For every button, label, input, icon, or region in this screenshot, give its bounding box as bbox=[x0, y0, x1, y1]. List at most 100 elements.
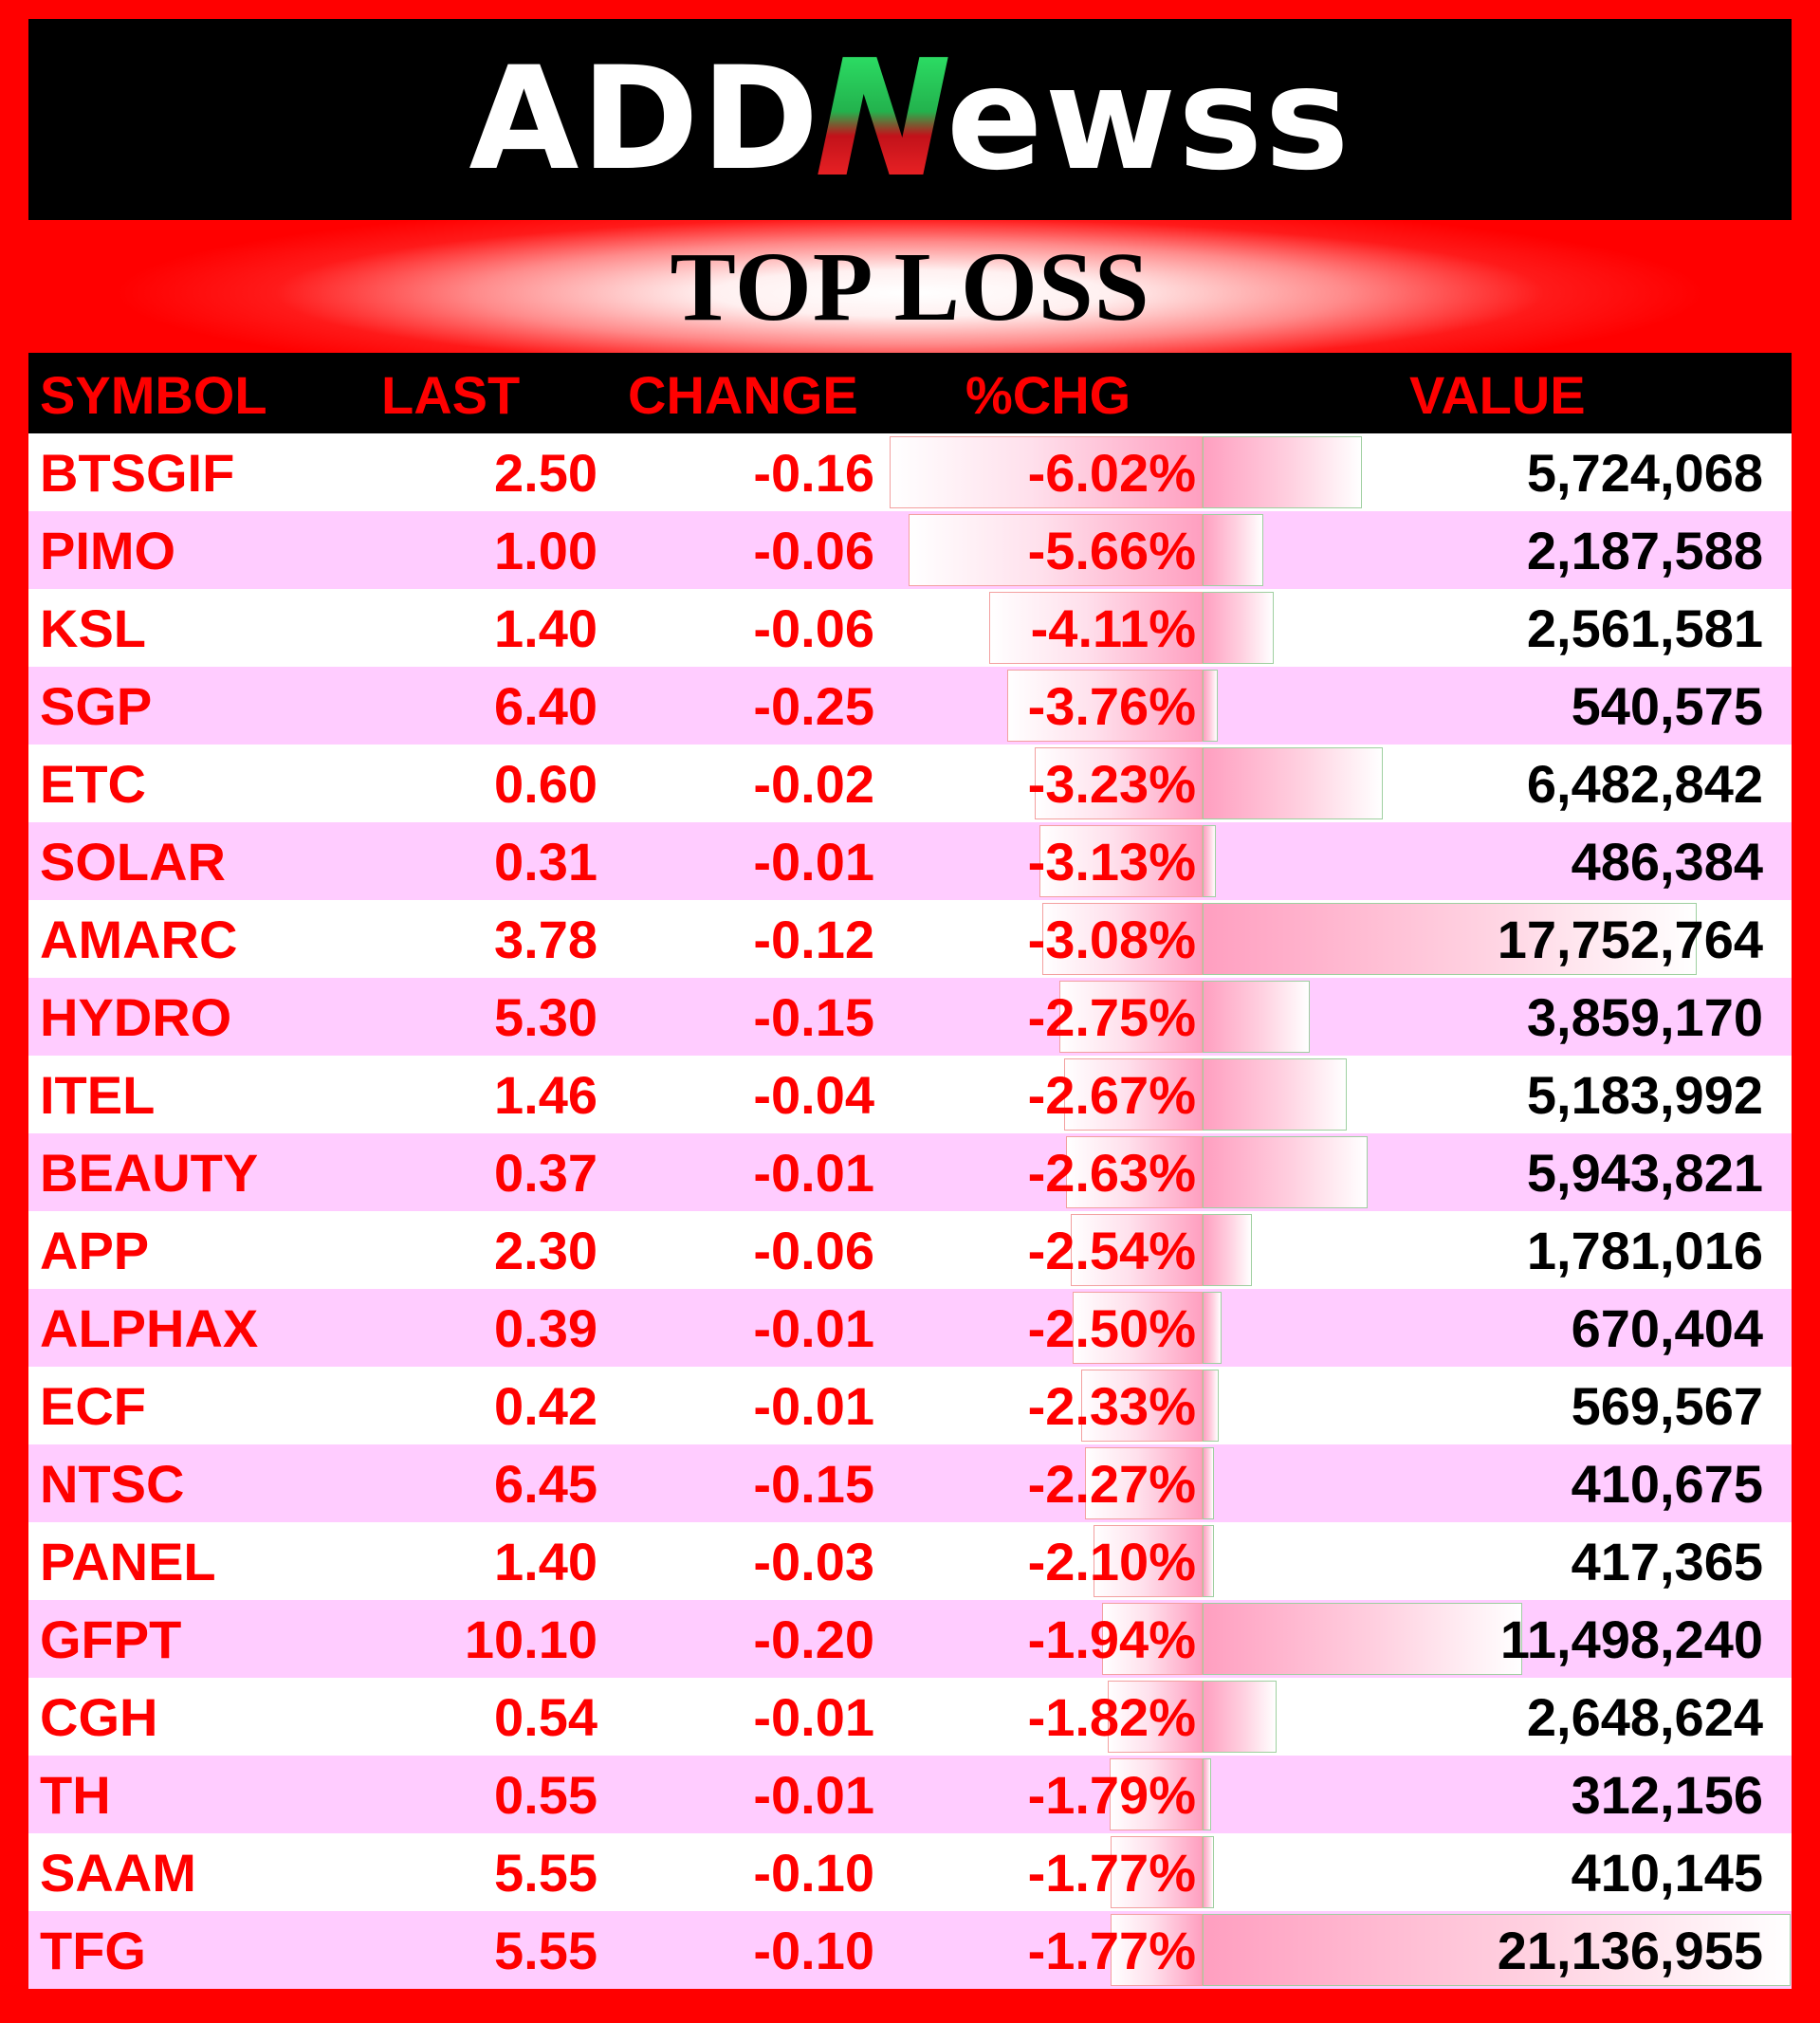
last-cell: 0.37 bbox=[494, 1143, 597, 1203]
pct-bar bbox=[1059, 981, 1203, 1053]
value-bar bbox=[1203, 1603, 1522, 1675]
table-row: PIMO 1.00 -0.06 -5.66% 2,187,588 bbox=[28, 511, 1792, 589]
change-cell: -0.20 bbox=[753, 1609, 874, 1669]
table-row: KSL 1.40 -0.06 -4.11% 2,561,581 bbox=[28, 589, 1792, 667]
table-row: AMARC 3.78 -0.12 -3.08% 17,752,764 bbox=[28, 900, 1792, 978]
symbol-cell: APP bbox=[40, 1221, 150, 1280]
last-cell: 1.00 bbox=[494, 521, 597, 580]
last-cell: 0.42 bbox=[494, 1376, 597, 1436]
table-row: BEAUTY 0.37 -0.01 -2.63% 5,943,821 bbox=[28, 1133, 1792, 1211]
symbol-cell: TFG bbox=[40, 1921, 146, 1980]
symbol-cell: TH bbox=[40, 1765, 111, 1825]
last-cell: 0.31 bbox=[494, 832, 597, 892]
pct-cell: -2.50% bbox=[1027, 1298, 1196, 1358]
pct-bar bbox=[1039, 825, 1203, 897]
value-cell: 21,136,955 bbox=[1497, 1921, 1763, 1980]
value-bar bbox=[1203, 1447, 1214, 1519]
value-bar bbox=[1203, 1136, 1368, 1208]
pct-bar bbox=[1110, 1758, 1203, 1830]
symbol-cell: ETC bbox=[40, 754, 146, 814]
last-cell: 6.45 bbox=[494, 1454, 597, 1514]
pct-bar bbox=[1111, 1836, 1203, 1908]
pct-bar bbox=[1102, 1603, 1203, 1675]
change-cell: -0.06 bbox=[753, 1221, 874, 1280]
value-cell: 6,482,842 bbox=[1526, 754, 1763, 814]
value-bar bbox=[1203, 670, 1218, 742]
change-cell: -0.02 bbox=[753, 754, 874, 814]
change-cell: -0.01 bbox=[753, 1376, 874, 1436]
pct-bar bbox=[1108, 1681, 1203, 1753]
value-cell: 2,561,581 bbox=[1526, 598, 1763, 658]
last-cell: 5.55 bbox=[494, 1921, 597, 1980]
pct-cell: -2.75% bbox=[1027, 987, 1196, 1047]
column-header-symbol: SYMBOL bbox=[40, 365, 267, 425]
change-cell: -0.01 bbox=[753, 832, 874, 892]
pct-cell: -3.23% bbox=[1027, 754, 1196, 814]
value-cell: 417,365 bbox=[1571, 1532, 1763, 1591]
change-cell: -0.01 bbox=[753, 1143, 874, 1203]
table-row: ITEL 1.46 -0.04 -2.67% 5,183,992 bbox=[28, 1056, 1792, 1133]
value-cell: 5,943,821 bbox=[1526, 1143, 1763, 1203]
table-header: SYMBOL LAST CHANGE %CHG VALUE bbox=[28, 353, 1792, 433]
pct-cell: -1.94% bbox=[1027, 1609, 1196, 1669]
last-cell: 2.50 bbox=[494, 443, 597, 503]
value-bar bbox=[1203, 436, 1362, 508]
symbol-cell: SGP bbox=[40, 676, 153, 736]
last-cell: 1.40 bbox=[494, 598, 597, 658]
pct-cell: -2.63% bbox=[1027, 1143, 1196, 1203]
symbol-cell: SOLAR bbox=[40, 832, 226, 892]
pct-cell: -2.10% bbox=[1027, 1532, 1196, 1591]
last-cell: 5.30 bbox=[494, 987, 597, 1047]
column-header-pct: %CHG bbox=[965, 365, 1131, 425]
symbol-cell: BTSGIF bbox=[40, 443, 235, 503]
value-cell: 410,145 bbox=[1571, 1843, 1763, 1903]
pct-bar bbox=[890, 436, 1203, 508]
logo-text-right: ewss bbox=[946, 37, 1351, 202]
change-cell: -0.01 bbox=[753, 1298, 874, 1358]
change-cell: -0.01 bbox=[753, 1765, 874, 1825]
pct-bar bbox=[1071, 1214, 1203, 1286]
pct-cell: -3.76% bbox=[1027, 676, 1196, 736]
pct-cell: -3.08% bbox=[1027, 910, 1196, 969]
table-row: ALPHAX 0.39 -0.01 -2.50% 670,404 bbox=[28, 1289, 1792, 1367]
symbol-cell: NTSC bbox=[40, 1454, 185, 1514]
pct-cell: -6.02% bbox=[1027, 443, 1196, 503]
pct-cell: -1.82% bbox=[1027, 1687, 1196, 1747]
value-cell: 540,575 bbox=[1571, 676, 1763, 736]
table-row: ECF 0.42 -0.01 -2.33% 569,567 bbox=[28, 1367, 1792, 1444]
value-bar bbox=[1203, 1058, 1347, 1131]
symbol-cell: GFPT bbox=[40, 1609, 182, 1669]
symbol-cell: PIMO bbox=[40, 521, 176, 580]
change-cell: -0.03 bbox=[753, 1532, 874, 1591]
table-row: TH 0.55 -0.01 -1.79% 312,156 bbox=[28, 1756, 1792, 1833]
pct-bar bbox=[909, 514, 1203, 586]
pct-bar bbox=[1066, 1136, 1203, 1208]
last-cell: 6.40 bbox=[494, 676, 597, 736]
value-bar bbox=[1203, 1914, 1791, 1986]
value-cell: 2,648,624 bbox=[1526, 1687, 1763, 1747]
value-bar bbox=[1203, 1370, 1219, 1442]
change-cell: -0.06 bbox=[753, 521, 874, 580]
symbol-cell: SAAM bbox=[40, 1843, 196, 1903]
value-bar bbox=[1203, 903, 1697, 975]
symbol-cell: ECF bbox=[40, 1376, 146, 1436]
last-cell: 0.54 bbox=[494, 1687, 597, 1747]
value-cell: 312,156 bbox=[1571, 1765, 1763, 1825]
value-cell: 5,183,992 bbox=[1526, 1065, 1763, 1125]
column-header-last: LAST bbox=[381, 365, 521, 425]
column-header-value: VALUE bbox=[1409, 365, 1586, 425]
value-bar bbox=[1203, 514, 1263, 586]
header: ADD N ewss bbox=[28, 19, 1792, 220]
table-body: BTSGIF 2.50 -0.16 -6.02% 5,724,068 PIMO 1.00 -0… bbox=[28, 433, 1792, 1989]
value-cell: 486,384 bbox=[1571, 832, 1763, 892]
table-row: PANEL 1.40 -0.03 -2.10% 417,365 bbox=[28, 1522, 1792, 1600]
table-row: HYDRO 5.30 -0.15 -2.75% 3,859,170 bbox=[28, 978, 1792, 1056]
change-cell: -0.25 bbox=[753, 676, 874, 736]
value-cell: 3,859,170 bbox=[1526, 987, 1763, 1047]
value-bar bbox=[1203, 1525, 1214, 1597]
table-row: SOLAR 0.31 -0.01 -3.13% 486,384 bbox=[28, 822, 1792, 900]
value-bar bbox=[1203, 1836, 1214, 1908]
value-cell: 670,404 bbox=[1571, 1298, 1763, 1358]
pct-bar bbox=[1111, 1914, 1203, 1986]
